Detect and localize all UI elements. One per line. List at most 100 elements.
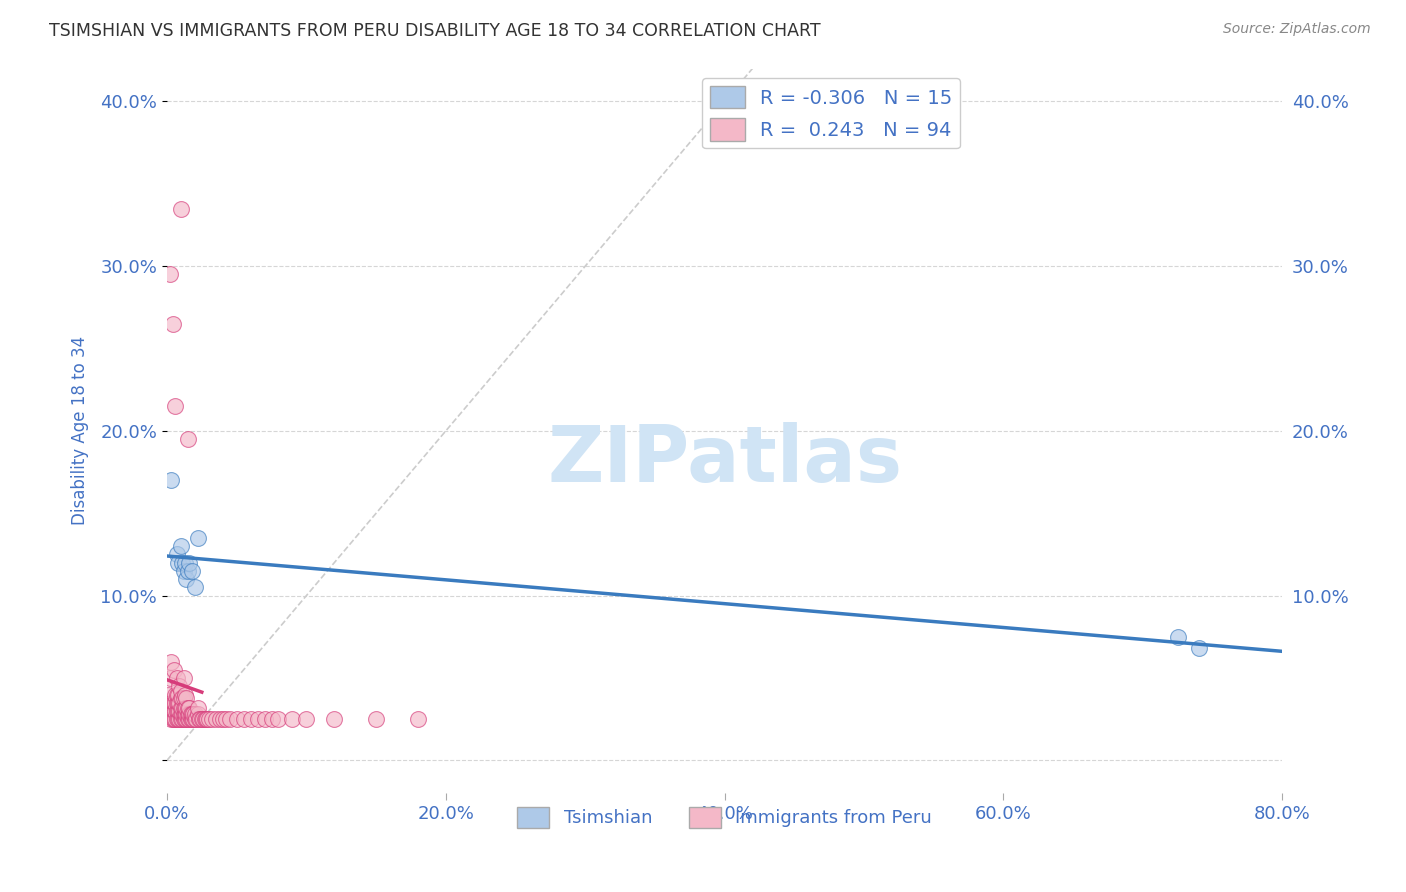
Point — [187, 700, 209, 714]
Point — [173, 712, 195, 726]
Point — [173, 564, 195, 578]
Text: Source: ZipAtlas.com: Source: ZipAtlas.com — [1223, 22, 1371, 37]
Point — [166, 712, 188, 726]
Point — [173, 700, 195, 714]
Point — [172, 707, 194, 722]
Point — [163, 712, 186, 726]
Point — [179, 700, 201, 714]
Point — [253, 712, 276, 726]
Point — [181, 707, 204, 722]
Point — [267, 712, 290, 726]
Point — [160, 712, 183, 726]
Point — [172, 690, 194, 705]
Point — [183, 712, 205, 726]
Point — [281, 712, 304, 726]
Point — [204, 712, 226, 726]
Point — [179, 712, 201, 726]
Point — [176, 572, 198, 586]
Point — [166, 704, 188, 718]
Point — [173, 707, 195, 722]
Point — [172, 556, 194, 570]
Point — [225, 712, 247, 726]
Point — [160, 696, 183, 710]
Point — [176, 700, 198, 714]
Point — [177, 712, 200, 726]
Point — [163, 704, 186, 718]
Point — [174, 556, 197, 570]
Point — [163, 696, 186, 710]
Point — [165, 399, 187, 413]
Point — [181, 564, 204, 578]
Point — [167, 696, 190, 710]
Point — [157, 688, 180, 702]
Point — [184, 712, 207, 726]
Point — [179, 707, 201, 722]
Point — [174, 700, 197, 714]
Point — [174, 688, 197, 702]
Point — [187, 531, 209, 545]
Point — [167, 704, 190, 718]
Point — [195, 712, 218, 726]
Point — [170, 700, 193, 714]
Point — [169, 712, 191, 726]
Point — [169, 679, 191, 693]
Point — [194, 712, 217, 726]
Point — [177, 432, 200, 446]
Point — [162, 712, 184, 726]
Point — [166, 688, 188, 702]
Point — [169, 704, 191, 718]
Point — [183, 707, 205, 722]
Legend: Tsimshian, Immigrants from Peru: Tsimshian, Immigrants from Peru — [510, 800, 939, 835]
Text: TSIMSHIAN VS IMMIGRANTS FROM PERU DISABILITY AGE 18 TO 34 CORRELATION CHART: TSIMSHIAN VS IMMIGRANTS FROM PERU DISABI… — [49, 22, 821, 40]
Point — [260, 712, 283, 726]
Point — [208, 712, 231, 726]
Point — [165, 696, 187, 710]
Point — [166, 671, 188, 685]
Point — [218, 712, 240, 726]
Point — [197, 712, 219, 726]
Y-axis label: Disability Age 18 to 34: Disability Age 18 to 34 — [72, 336, 89, 525]
Point — [211, 712, 233, 726]
Point — [159, 671, 181, 685]
Point — [174, 707, 197, 722]
Point — [165, 704, 187, 718]
Point — [295, 712, 318, 726]
Point — [1187, 641, 1209, 656]
Point — [246, 712, 269, 726]
Point — [165, 712, 187, 726]
Point — [187, 707, 209, 722]
Point — [180, 712, 202, 726]
Point — [214, 712, 236, 726]
Point — [167, 712, 190, 726]
Point — [364, 712, 387, 726]
Point — [177, 564, 200, 578]
Point — [186, 712, 208, 726]
Point — [232, 712, 254, 726]
Point — [184, 707, 207, 722]
Point — [160, 655, 183, 669]
Point — [162, 317, 184, 331]
Point — [176, 712, 198, 726]
Point — [190, 712, 212, 726]
Point — [193, 712, 215, 726]
Point — [170, 202, 193, 216]
Point — [176, 690, 198, 705]
Point — [160, 474, 183, 488]
Point — [170, 539, 193, 553]
Point — [1167, 630, 1189, 644]
Point — [179, 556, 201, 570]
Point — [172, 712, 194, 726]
Point — [159, 268, 181, 282]
Point — [177, 707, 200, 722]
Point — [239, 712, 262, 726]
Point — [169, 696, 191, 710]
Point — [191, 712, 214, 726]
Point — [167, 556, 190, 570]
Point — [163, 663, 186, 677]
Point — [167, 688, 190, 702]
Point — [176, 707, 198, 722]
Point — [173, 671, 195, 685]
Point — [172, 700, 194, 714]
Point — [170, 712, 193, 726]
Point — [166, 696, 188, 710]
